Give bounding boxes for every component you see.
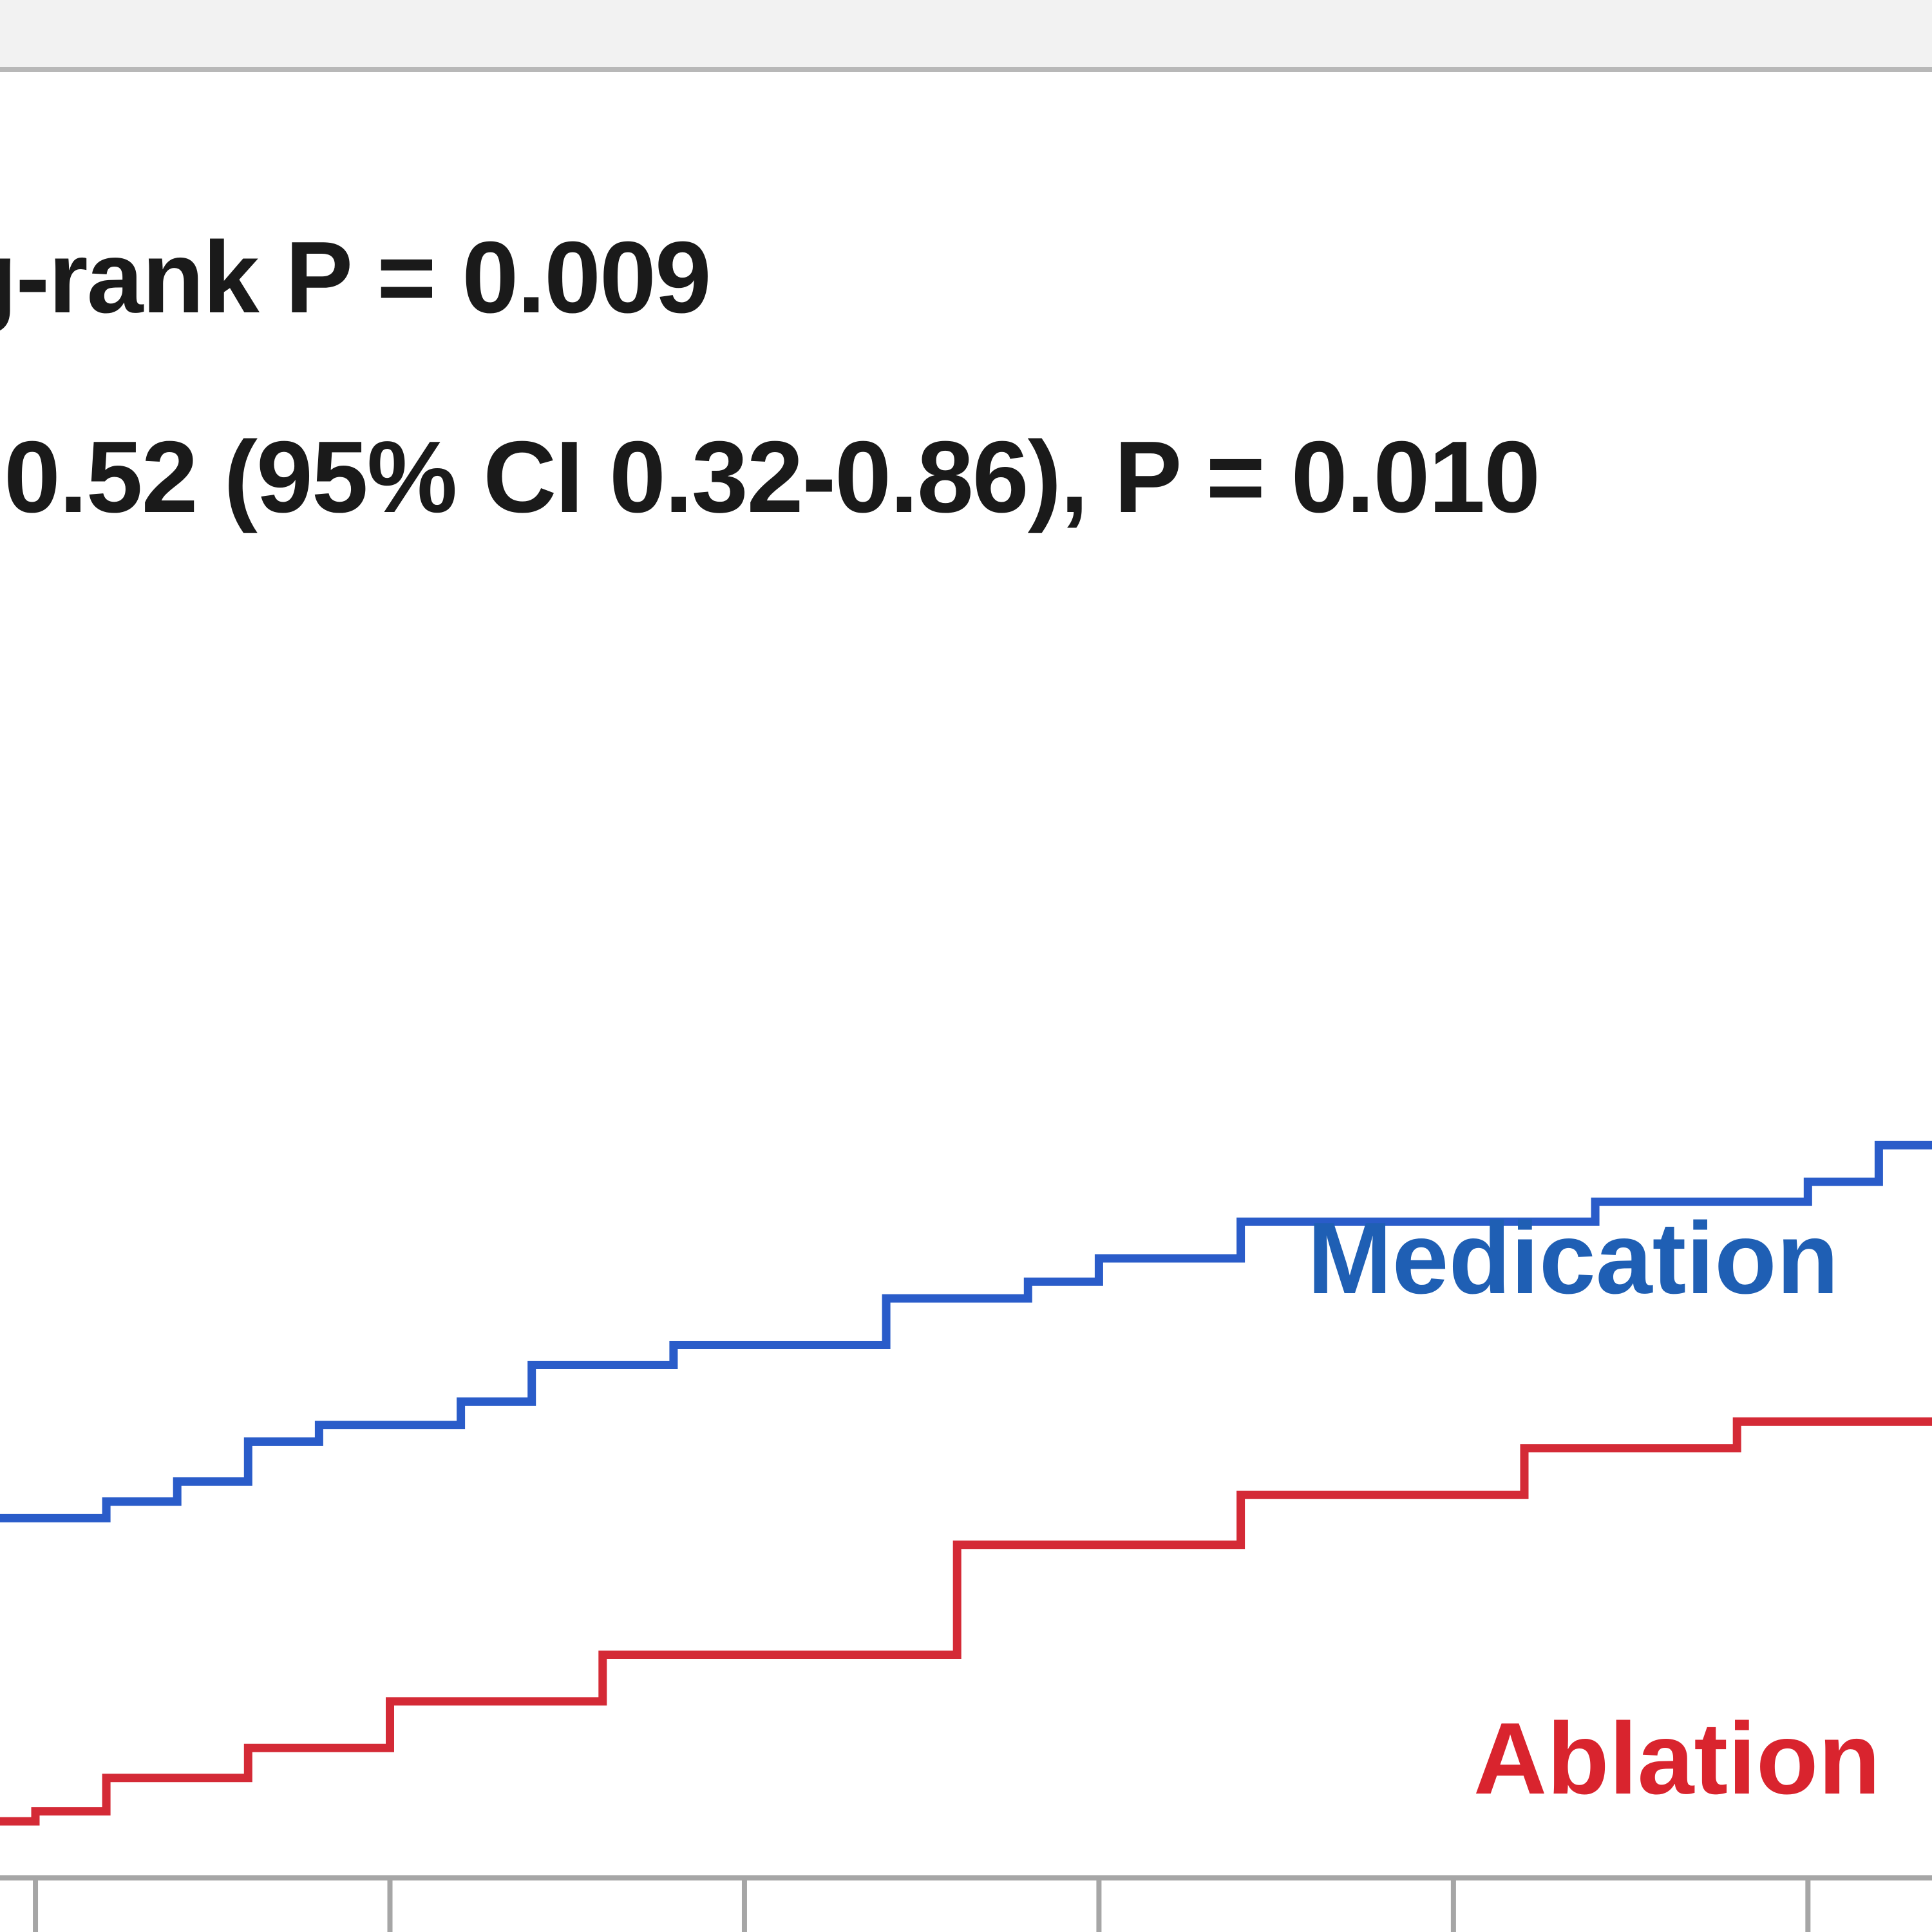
medication-series-label: Medication — [1307, 1202, 1839, 1315]
ablation-series-label: Ablation — [1473, 1702, 1880, 1815]
figure-top-band — [0, 0, 1932, 67]
figure-top-border — [0, 67, 1932, 72]
medication-series-line — [0, 1141, 1932, 1522]
logrank-annotation: g-rank P = 0.009 — [0, 221, 712, 334]
ablation-series-line — [0, 1417, 1932, 1826]
hazard-ratio-annotation: 0.52 (95% CI 0.32-0.86), P = 0.010 — [4, 421, 1540, 534]
